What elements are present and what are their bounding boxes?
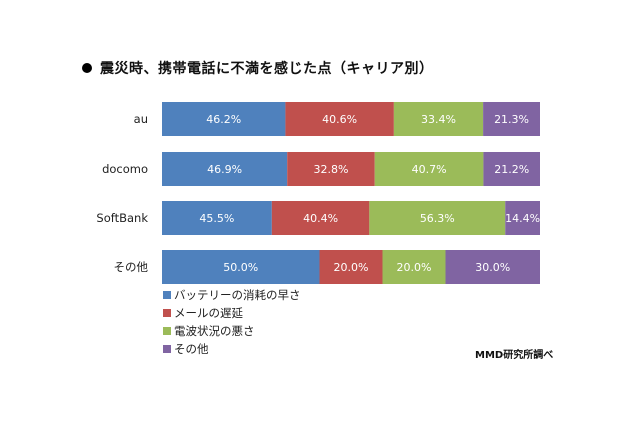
bar-segment	[162, 102, 286, 136]
legend-label: バッテリーの消耗の早さ	[174, 288, 301, 302]
bar-segment	[369, 201, 506, 235]
bullet-icon	[82, 63, 92, 73]
legend-label: メールの遅延	[174, 306, 243, 320]
legend-swatch	[163, 309, 171, 317]
data-label: 40.4%	[303, 212, 338, 225]
data-label: 21.2%	[494, 163, 529, 176]
legend-item: 電波状況の悪さ	[163, 322, 301, 340]
data-label: 50.0%	[223, 261, 258, 274]
data-label: 40.6%	[322, 113, 357, 126]
legend-item: その他	[163, 340, 301, 358]
legend-swatch	[163, 291, 171, 299]
legend-item: バッテリーの消耗の早さ	[163, 286, 301, 304]
legend-swatch	[163, 345, 171, 353]
bar-segment	[483, 152, 540, 186]
source-note: MMD研究所調べ	[475, 350, 554, 361]
legend-label: 電波状況の悪さ	[174, 324, 255, 338]
bar-segment	[382, 250, 446, 284]
bar-segment	[483, 102, 540, 136]
bar-segment	[162, 152, 288, 186]
bar-segment	[374, 152, 484, 186]
bar-segment	[287, 152, 375, 186]
data-label: 20.0%	[397, 261, 432, 274]
legend: バッテリーの消耗の早さ メールの遅延 電波状況の悪さ その他	[163, 286, 301, 358]
data-label: 46.9%	[207, 163, 242, 176]
category-label: docomo	[102, 162, 148, 176]
data-label: 20.0%	[334, 261, 369, 274]
legend-swatch	[163, 327, 171, 335]
bar-segment	[505, 201, 540, 235]
category-label: その他	[114, 260, 149, 274]
data-label: 21.3%	[494, 113, 529, 126]
category-label: au	[134, 112, 148, 126]
data-label: 14.4%	[505, 212, 540, 225]
legend-item: メールの遅延	[163, 304, 301, 322]
bar-segment	[271, 201, 370, 235]
bar-segment	[319, 250, 383, 284]
data-label: 32.8%	[314, 163, 349, 176]
data-label: 56.3%	[420, 212, 455, 225]
legend-label: その他	[174, 342, 209, 356]
data-label: 46.2%	[206, 113, 241, 126]
bar-segment	[393, 102, 484, 136]
category-label: SoftBank	[96, 211, 148, 225]
data-label: 45.5%	[199, 212, 234, 225]
bar-segment	[285, 102, 394, 136]
chart-title: 震災時、携帯電話に不満を感じた点（キャリア別）	[100, 61, 434, 77]
bar-segment	[162, 250, 320, 284]
bar-segment	[162, 201, 272, 235]
bar-segment	[445, 250, 540, 284]
data-label: 30.0%	[475, 261, 510, 274]
data-label: 33.4%	[421, 113, 456, 126]
chart-title-row: 震災時、携帯電話に不満を感じた点（キャリア別）	[82, 58, 434, 78]
data-label: 40.7%	[412, 163, 447, 176]
